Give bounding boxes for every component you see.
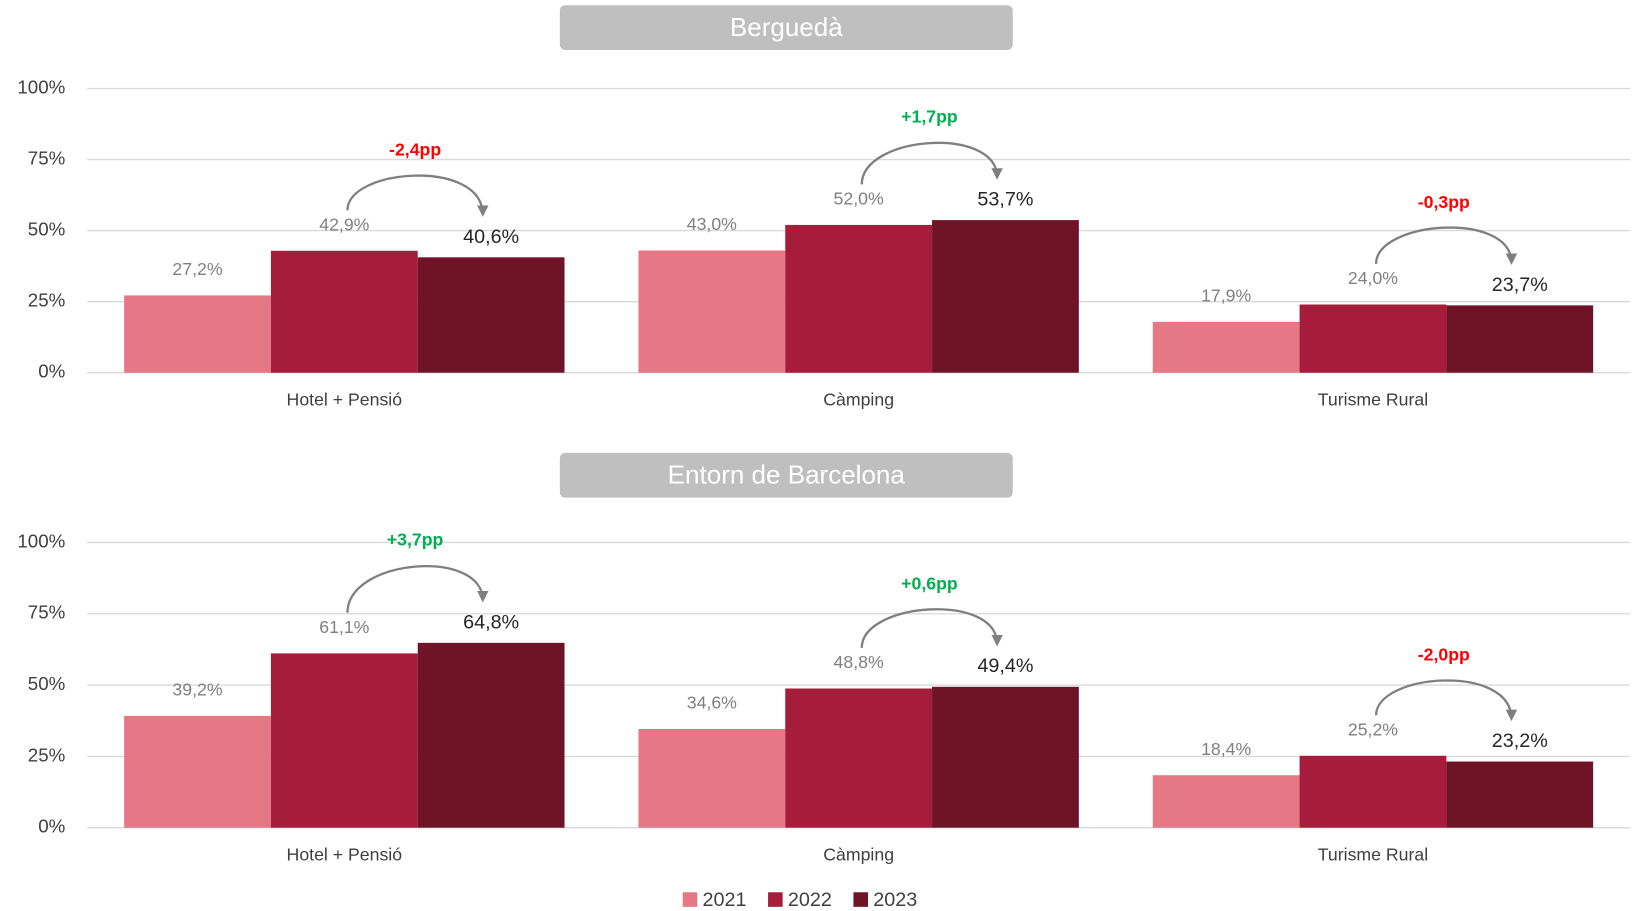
data-label: 40,6% — [463, 226, 519, 248]
bar — [1299, 304, 1447, 373]
bar — [785, 224, 933, 373]
x-tick-label: Turisme Rural — [1318, 390, 1428, 410]
data-label: 64,8% — [463, 611, 519, 633]
data-label: 53,7% — [977, 189, 1033, 211]
bar — [1152, 775, 1300, 828]
data-label: 42,9% — [319, 214, 369, 234]
annotation-label: +3,7pp — [387, 529, 444, 549]
x-tick-label: Càmping — [823, 844, 894, 864]
data-label: 39,2% — [172, 680, 222, 700]
bar — [124, 295, 271, 373]
bar — [932, 686, 1079, 828]
bar — [1299, 755, 1447, 828]
bar — [417, 257, 565, 373]
x-tick-label: Hotel + Pensió — [287, 844, 403, 864]
legend-label: 2021 — [702, 889, 746, 911]
data-label: 23,7% — [1492, 274, 1548, 296]
annotation-label: -2,4pp — [389, 140, 441, 160]
data-label: 18,4% — [1201, 739, 1251, 759]
data-label: 27,2% — [172, 259, 222, 279]
bar — [638, 729, 786, 828]
legend-label: 2023 — [873, 889, 917, 911]
bar — [1446, 305, 1594, 373]
annotation-label: -2,0pp — [1418, 645, 1470, 665]
annotation-arrow — [346, 174, 489, 217]
x-tick-label: Turisme Rural — [1318, 844, 1428, 864]
chart-title: Berguedà — [730, 12, 843, 42]
data-label: 48,8% — [834, 652, 884, 672]
annotation-label: +1,7pp — [901, 107, 958, 127]
y-tick-label: 100% — [17, 76, 65, 97]
data-label: 43,0% — [687, 214, 737, 234]
data-label: 24,0% — [1348, 268, 1398, 288]
chart-title: Entorn de Barcelona — [668, 460, 906, 490]
x-tick-label: Càmping — [823, 390, 894, 410]
legend-label: 2022 — [788, 889, 832, 911]
data-label: 49,4% — [977, 655, 1033, 677]
y-tick-label: 0% — [38, 816, 65, 837]
data-label: 25,2% — [1348, 720, 1398, 740]
bar — [124, 715, 271, 828]
annotation-label: +0,6pp — [901, 573, 958, 593]
data-label: 52,0% — [834, 189, 884, 209]
bar — [1446, 761, 1594, 828]
y-tick-label: 25% — [28, 744, 66, 765]
data-label: 17,9% — [1201, 286, 1251, 306]
bar — [417, 642, 565, 828]
bar — [638, 250, 786, 373]
annotation-arrow — [1374, 679, 1518, 722]
title-box — [559, 452, 1013, 498]
y-tick-label: 25% — [28, 290, 66, 311]
bar — [270, 653, 418, 828]
annotation-label: -0,3pp — [1418, 192, 1470, 212]
title-box — [559, 5, 1013, 50]
data-label: 23,2% — [1492, 730, 1548, 752]
legend-swatch — [682, 892, 698, 907]
y-tick-label: 0% — [38, 361, 65, 382]
data-label: 61,1% — [319, 617, 369, 637]
annotation-arrow — [346, 565, 489, 613]
legend-swatch — [768, 892, 783, 907]
data-label: 34,6% — [687, 693, 737, 713]
bar — [932, 220, 1079, 373]
y-tick-label: 50% — [28, 219, 66, 240]
y-tick-label: 50% — [28, 673, 66, 694]
y-tick-label: 75% — [28, 602, 66, 623]
y-tick-label: 100% — [17, 530, 65, 551]
annotation-arrow — [1374, 226, 1518, 265]
x-tick-label: Hotel + Pensió — [287, 390, 403, 410]
legend-swatch — [853, 892, 869, 907]
bar — [270, 250, 418, 373]
y-tick-label: 75% — [28, 148, 66, 169]
bar — [785, 688, 933, 828]
annotation-arrow — [860, 608, 1003, 648]
bar — [1152, 321, 1300, 373]
annotation-arrow — [860, 141, 1003, 185]
